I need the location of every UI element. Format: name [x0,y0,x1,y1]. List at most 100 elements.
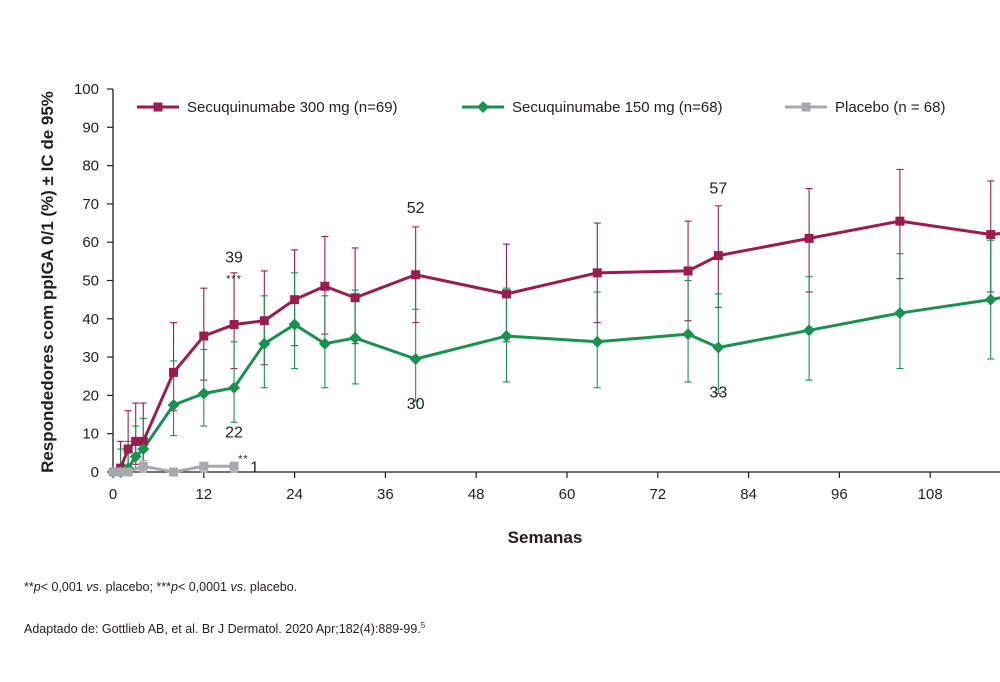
data-point [131,436,141,446]
data-point [591,335,604,348]
y-tick-label: 40 [82,311,99,328]
fn-tail-1: . placebo; [98,580,157,594]
data-point [229,320,239,330]
data-point [984,293,997,306]
data-point [167,398,180,411]
data-point [683,266,693,276]
y-tick-label: 0 [91,464,99,481]
fn-vs-1: vs [86,580,99,594]
annotation-label: 1 [250,459,259,476]
data-point [895,216,905,226]
data-point [986,230,996,240]
x-tick-label: 48 [468,486,485,503]
data-point [803,324,816,337]
annotation-label: *** [226,274,242,286]
x-tick-label: 0 [109,486,117,503]
data-annotations: 39***22**1523057336052 [225,181,727,477]
y-tick-label: 50 [82,273,99,290]
x-tick-label: 96 [831,486,848,503]
data-point [199,331,209,341]
data-point [123,444,133,454]
data-point [682,328,695,341]
annotation-label: 39 [225,250,243,267]
data-point [229,461,239,471]
data-point [228,381,241,394]
data-point [197,387,210,400]
data-point [320,281,330,291]
series-line-1 [112,219,1000,474]
data-point [893,307,906,320]
annotation-label: 52 [407,200,425,217]
y-tick-label: 90 [82,119,99,136]
data-point [318,337,331,350]
legend-label: Secuquinumabe 300 mg (n=69) [187,99,398,116]
data-point [169,367,179,377]
data-point [129,450,142,463]
data-point [123,467,133,477]
legend-swatch-marker [477,101,489,113]
fn-threshold-2: < 0,0001 [177,580,231,594]
y-tick-label: 20 [82,387,99,404]
data-point [713,251,723,261]
data-point [138,461,148,471]
data-point [259,316,269,326]
x-tick-label: 108 [918,486,943,503]
x-tick-label: 36 [377,486,394,503]
data-point [108,467,118,477]
data-point [137,443,150,456]
data-point [350,293,360,303]
y-tick-label: 30 [82,349,99,366]
series-lines [112,219,1000,474]
data-point [138,436,148,446]
fn-mark-2: *** [156,580,171,594]
source-ref: 5 [420,621,426,630]
y-tick-label: 60 [82,234,99,251]
x-tick-label: 24 [286,486,303,503]
data-point [409,353,422,366]
data-point [592,268,602,278]
fn-p-1: p [33,580,41,594]
data-point [804,233,814,243]
legend: Secuquinumabe 300 mg (n=69) Secuquinumabe… [137,99,946,116]
data-point [349,331,362,344]
x-tick-label: 72 [649,486,666,503]
series-line-2 [113,296,1000,474]
data-point [411,270,421,280]
annotation-label: 30 [407,396,425,413]
source-text: Adaptado de: Gottlieb AB, et al. Br J De… [24,622,421,637]
legend-swatch-marker [153,102,163,112]
fn-p-2: p [171,580,178,594]
footnote-significance: **p< 0,001 vs. placebo; ***p< 0,0001 vs.… [24,580,297,594]
data-point [500,330,513,343]
data-point [258,337,271,350]
annotation-label: ** [238,453,249,465]
series-markers [107,216,997,478]
y-tick-label: 100 [74,81,99,98]
y-axis-title: Respondedores com ppIGA 0/1 (%) ± IC de … [38,91,57,473]
legend-label: Placebo (n = 68) [835,99,946,116]
x-axis-title: Semanas [508,528,583,547]
annotation-label: 22 [225,425,243,442]
legend-swatch-marker [801,102,811,112]
fn-threshold-1: < 0,001 [40,580,87,594]
footnote-source: Adaptado de: Gottlieb AB, et al. Br J De… [24,621,425,636]
data-point [290,295,300,305]
y-tick-label: 10 [82,426,99,443]
data-point [116,467,126,477]
data-point [501,289,511,299]
fn-mark-1: ** [24,580,34,594]
axes: 0122436486072849610812013201020304050607… [74,81,1000,503]
chart-canvas: 0122436486072849610812013201020304050607… [38,81,1000,547]
x-tick-label: 12 [195,486,212,503]
y-tick-label: 80 [82,158,99,175]
data-point [169,467,179,477]
data-point [712,341,725,354]
x-tick-label: 84 [740,486,757,503]
annotation-label: 57 [709,181,727,198]
legend-label: Secuquinumabe 150 mg (n=68) [512,99,723,116]
y-tick-label: 70 [82,196,99,213]
data-point [199,461,209,471]
x-tick-label: 60 [559,486,576,503]
data-point [288,318,301,331]
fn-tail-2: . placebo. [242,580,298,594]
